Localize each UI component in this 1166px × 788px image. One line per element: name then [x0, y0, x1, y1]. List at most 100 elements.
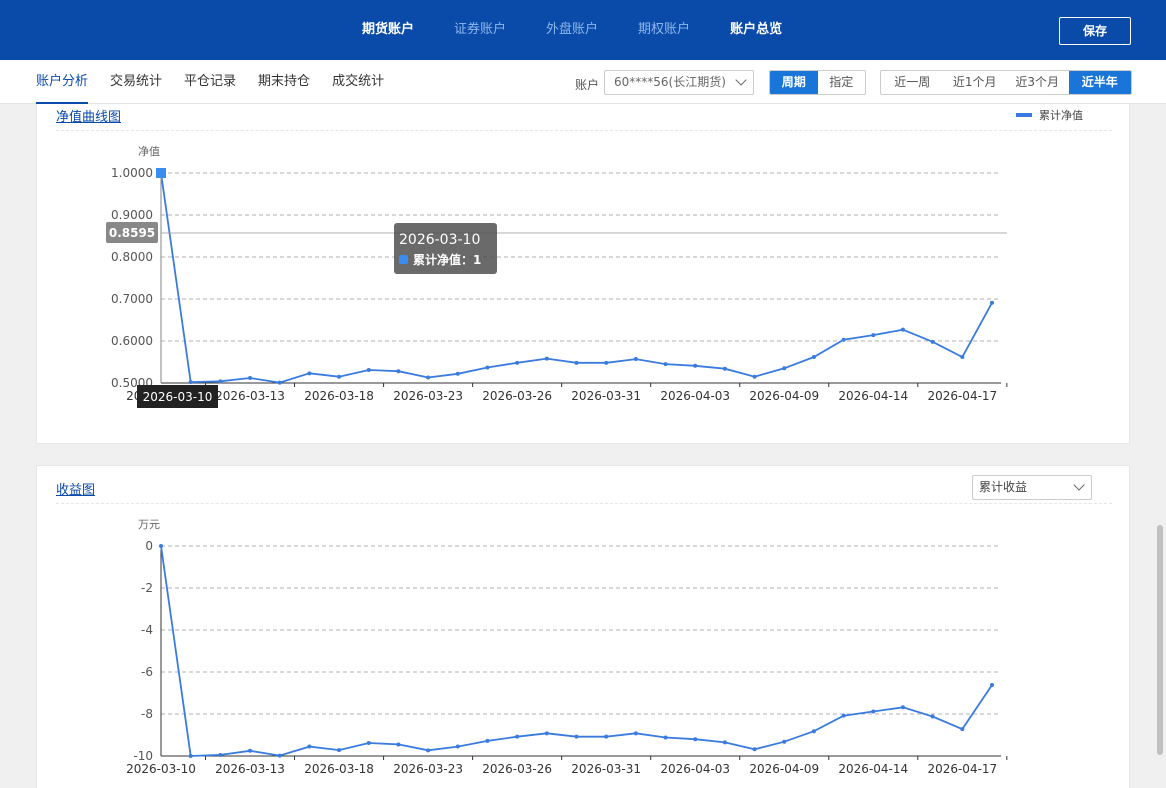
period-option-6m[interactable]: 近半年 [1068, 71, 1131, 94]
y-tick-label: 0.9000 [111, 208, 153, 222]
data-point [366, 367, 371, 372]
data-point [248, 748, 253, 753]
data-point [752, 374, 757, 379]
account-select-value: 60****56(长江期货) [614, 75, 726, 89]
tab-close-records[interactable]: 平仓记录 [184, 74, 237, 89]
period-option-1m[interactable]: 近1个月 [952, 75, 997, 89]
x-tick-label: 2026-04-09 [749, 762, 819, 776]
x-tick-label: 2026-03-23 [393, 389, 463, 403]
data-point [159, 544, 163, 548]
account-type-nav: 期货账户 证券账户 外盘账户 期权账户 账户总览 [362, 0, 822, 60]
x-tick-label: 2026-04-03 [660, 389, 730, 403]
data-point [633, 357, 638, 362]
data-point [188, 754, 193, 758]
data-point [396, 742, 401, 747]
x-tick-label: 2026-03-31 [571, 762, 641, 776]
profit-panel: 收益图 累计收益 万元 0 -2 -4 -6 -8 -10 2026-03-10 2026-03… [36, 465, 1130, 788]
data-point [426, 748, 431, 753]
y-tick-label: 1.0000 [111, 166, 153, 180]
mode-option-period[interactable]: 周期 [770, 71, 818, 94]
y-tick-label: 0 [145, 539, 153, 553]
data-point [841, 713, 846, 718]
data-point [544, 356, 549, 361]
data-point [218, 752, 223, 757]
data-point [930, 714, 935, 719]
y-axis-title: 万元 [138, 518, 160, 531]
sub-header: 账户分析 交易统计 平仓记录 期末持仓 成交统计 账户 60****56(长江期… [0, 60, 1166, 104]
data-point [307, 371, 312, 376]
tab-account-analysis[interactable]: 账户分析 [36, 60, 89, 104]
net-value-legend[interactable]: 累计净值 [1016, 107, 1083, 123]
data-point [960, 727, 965, 732]
crosshair-y-label: 0.8595 [109, 226, 155, 240]
data-point [782, 739, 787, 744]
profit-type-select[interactable]: 累计收益 [972, 475, 1092, 500]
net-value-chart[interactable]: 净值1.00000.90000.80000.70000.60000.500020… [37, 104, 1131, 444]
net-value-title[interactable]: 净值曲线图 [56, 110, 122, 125]
data-point [485, 365, 490, 370]
tab-futures-account[interactable]: 期货账户 [362, 22, 415, 37]
x-tick-label: 2026-03-10 [126, 762, 196, 776]
panel-divider [56, 503, 1112, 504]
tab-trade-stats[interactable]: 交易统计 [110, 74, 163, 89]
panel-divider [56, 130, 1112, 131]
save-button[interactable]: 保存 [1059, 17, 1131, 45]
y-tick-label: 0.8000 [111, 250, 153, 264]
crosshair-y-badge [106, 222, 158, 243]
y-axis-title: 净值 [138, 144, 160, 158]
data-point [990, 300, 994, 305]
tab-securities-account[interactable]: 证券账户 [454, 22, 507, 37]
data-point [544, 731, 549, 736]
y-tick-label: -10 [133, 749, 153, 763]
data-point [188, 380, 193, 385]
data-point [218, 379, 223, 384]
legend-swatch [1016, 113, 1032, 117]
data-point [515, 360, 520, 365]
crosshair-x-badge [137, 385, 218, 408]
x-tick-label: 2026-03-13 [215, 762, 285, 776]
data-point [841, 337, 846, 342]
x-tick-label: 2026-04-14 [838, 389, 908, 403]
data-point [930, 339, 935, 344]
period-option-1w[interactable]: 近一周 [894, 75, 931, 89]
data-point [663, 735, 668, 740]
tooltip-series-label: 累计净值：1 [413, 252, 481, 267]
y-tick-label: -6 [141, 665, 153, 679]
tab-options-account[interactable]: 期权账户 [638, 22, 691, 37]
data-point [722, 366, 727, 371]
chevron-down-icon [735, 74, 747, 86]
data-point [871, 333, 876, 338]
account-select[interactable]: 60****56(长江期货) [604, 70, 754, 95]
tooltip-marker [399, 255, 408, 264]
scrollbar[interactable] [1157, 525, 1163, 755]
mode-option-custom[interactable]: 指定 [829, 75, 854, 89]
data-point [248, 375, 253, 380]
y-tick-label: 0.7000 [111, 292, 153, 306]
x-tick-label: 2026-03-26 [482, 762, 552, 776]
x-tick-label: 2026-04-14 [838, 762, 908, 776]
data-point [722, 740, 727, 745]
profit-title[interactable]: 收益图 [56, 483, 96, 498]
data-point [426, 375, 431, 380]
x-tick-label: 2026-03-13 [215, 389, 285, 403]
data-point [811, 354, 816, 359]
tab-account-overview[interactable]: 账户总览 [730, 22, 783, 37]
data-point [337, 374, 342, 379]
series-line [160, 545, 993, 757]
period-option-3m[interactable]: 近3个月 [1015, 75, 1060, 89]
x-tick-label: 2026-03-18 [304, 762, 374, 776]
x-tick-label: 2026-04-03 [660, 762, 730, 776]
y-tick-label: -8 [141, 707, 153, 721]
analysis-nav: 账户分析 交易统计 平仓记录 期末持仓 成交统计 [36, 60, 406, 104]
tooltip-date: 2026-03-10 [399, 232, 480, 248]
tab-end-positions[interactable]: 期末持仓 [258, 74, 311, 89]
series-line [160, 172, 993, 384]
tab-deal-stats[interactable]: 成交统计 [332, 74, 385, 89]
tab-overseas-account[interactable]: 外盘账户 [546, 22, 599, 37]
data-point [574, 360, 579, 365]
data-point [366, 740, 371, 745]
top-header: 期货账户 证券账户 外盘账户 期权账户 账户总览 保存 [0, 0, 1166, 60]
x-tick-label: 2026-03-26 [482, 389, 552, 403]
data-point [663, 362, 668, 367]
